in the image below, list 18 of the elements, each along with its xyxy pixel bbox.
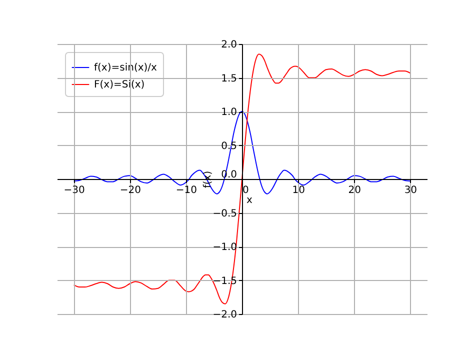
y-tick-label: 1.0 bbox=[221, 107, 237, 118]
x-tick-label: 10 bbox=[292, 185, 305, 196]
x-tick-label: −20 bbox=[120, 185, 141, 196]
legend-label: f(x)=sin(x)/x bbox=[94, 62, 158, 74]
y-tick-label: −1.5 bbox=[212, 276, 237, 287]
y-tick-label: −2.0 bbox=[212, 310, 237, 320]
x-tick-label: 20 bbox=[348, 185, 361, 196]
y-tick-label: 2.0 bbox=[221, 40, 237, 50]
legend-label: F(x)=Si(x) bbox=[94, 80, 145, 90]
y-tick-label: −0.5 bbox=[212, 208, 237, 220]
y-tick-label: 0.5 bbox=[221, 140, 237, 152]
x-tick-label: −10 bbox=[176, 185, 197, 196]
y-tick-label: −1.0 bbox=[212, 242, 237, 253]
x-tick-label: 0 bbox=[242, 185, 249, 196]
x-tick-label: −30 bbox=[64, 185, 85, 196]
y-tick-label: 1.5 bbox=[221, 73, 237, 84]
x-tick-label: 30 bbox=[404, 185, 418, 196]
x-axis-title: x bbox=[246, 195, 252, 206]
